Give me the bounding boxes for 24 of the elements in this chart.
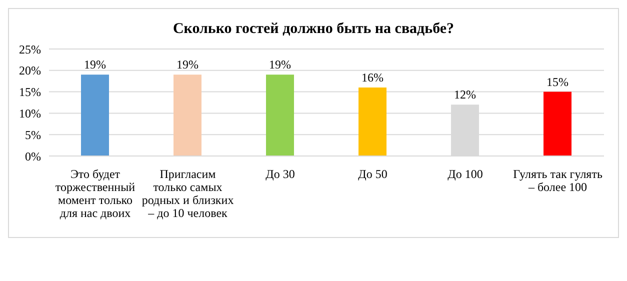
y-tick-label: 5% (25, 128, 41, 142)
x-tick-label: До 30 (266, 167, 295, 181)
y-tick-label: 20% (19, 64, 41, 78)
data-label: 15% (546, 74, 568, 89)
x-tick-label: Это будет торжественный момент только для нас двоих (55, 167, 136, 220)
bar (544, 92, 572, 156)
data-label: 12% (454, 88, 476, 102)
bar (358, 88, 386, 156)
x-tick-label: Пригласим только самых родных и близких – до 10 человек (142, 167, 234, 220)
data-label: 16% (362, 70, 384, 85)
bar (81, 74, 109, 156)
x-tick-label: До 100 (448, 167, 483, 181)
bar (266, 74, 294, 156)
y-tick-label: 25% (19, 42, 41, 56)
data-label: 19% (269, 58, 291, 72)
y-tick-label: 15% (19, 85, 41, 100)
x-tick-label: До 50 (358, 167, 388, 181)
chart-title: Сколько гостей должно быть на свадьбе? (172, 21, 456, 39)
data-label: 19% (176, 58, 198, 72)
bar (174, 74, 202, 156)
y-tick-label: 10% (19, 106, 41, 120)
y-tick-label: 0% (25, 149, 41, 164)
x-tick-label: Гулять так гулять – более 100 (513, 167, 603, 194)
data-label: 19% (84, 58, 106, 72)
